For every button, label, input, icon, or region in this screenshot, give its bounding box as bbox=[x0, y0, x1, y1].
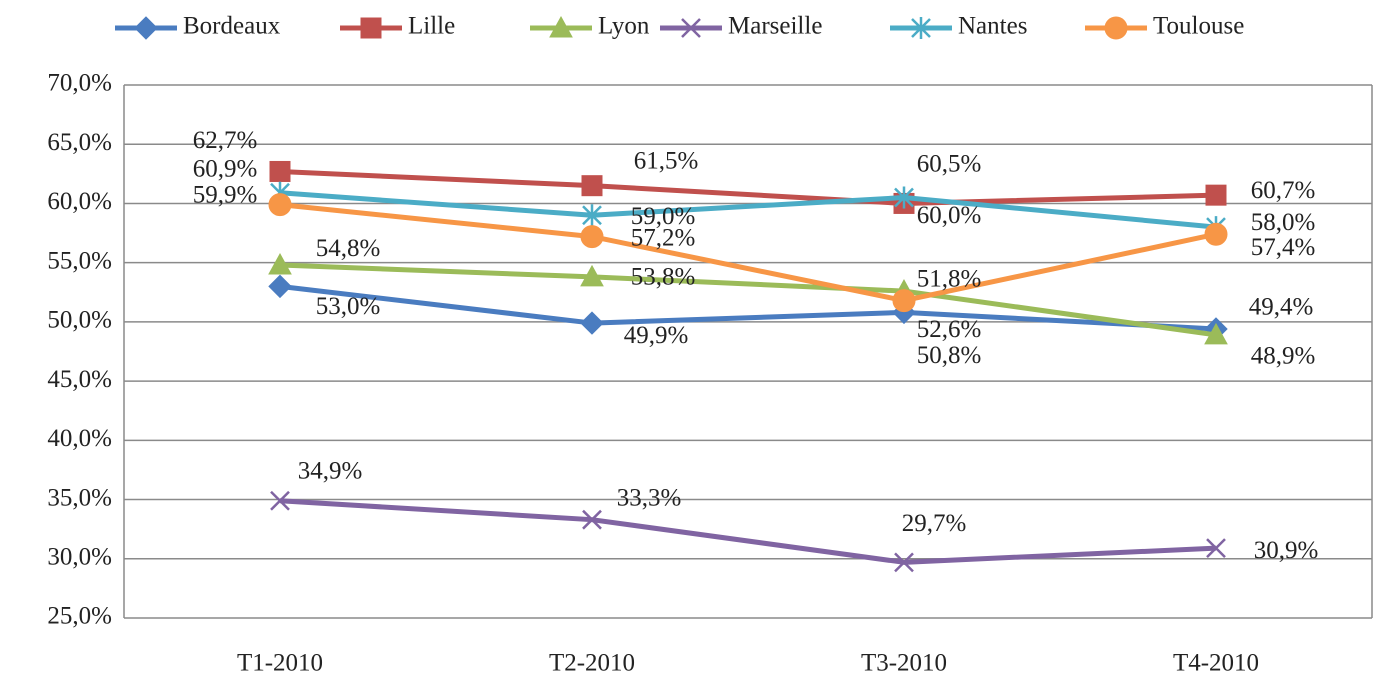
x-tick-label: T2-2010 bbox=[549, 650, 635, 677]
y-tick-label: 55,0% bbox=[47, 247, 112, 274]
series-line bbox=[279, 262, 1217, 338]
series bbox=[268, 252, 1228, 345]
data-label: 51,8% bbox=[917, 265, 982, 292]
series bbox=[268, 193, 1228, 313]
y-tick-label: 70,0% bbox=[47, 70, 112, 97]
x-tick-label: T1-2010 bbox=[237, 650, 323, 677]
marker bbox=[580, 264, 604, 287]
marker bbox=[894, 552, 914, 573]
data-label: 60,7% bbox=[1251, 177, 1316, 204]
series-line bbox=[279, 202, 1217, 304]
y-tick-label: 60,0% bbox=[47, 188, 112, 215]
data-label: 49,4% bbox=[1249, 294, 1314, 321]
legend-label: Toulouse bbox=[1153, 13, 1244, 40]
marker bbox=[580, 225, 604, 249]
marker bbox=[894, 186, 914, 209]
x-tick-label: T3-2010 bbox=[861, 650, 947, 677]
series-line bbox=[279, 283, 1217, 332]
series bbox=[270, 181, 1226, 239]
data-label: 59,0% bbox=[631, 203, 696, 230]
data-label: 60,9% bbox=[193, 156, 258, 183]
marker bbox=[269, 160, 291, 182]
legend-label: Bordeaux bbox=[183, 13, 281, 40]
legend-label: Nantes bbox=[958, 13, 1027, 40]
marker bbox=[681, 18, 701, 38]
data-label: 29,7% bbox=[902, 510, 967, 537]
series-line bbox=[279, 190, 1217, 230]
data-label: 57,2% bbox=[631, 224, 696, 251]
marker bbox=[268, 274, 292, 299]
series-line bbox=[279, 498, 1217, 565]
y-tick-label: 25,0% bbox=[47, 603, 112, 630]
data-label: 50,8% bbox=[917, 342, 982, 369]
series-line bbox=[279, 168, 1217, 206]
marker bbox=[1104, 16, 1128, 40]
y-tick-label: 65,0% bbox=[47, 129, 112, 156]
data-label: 59,9% bbox=[193, 181, 258, 208]
marker bbox=[580, 311, 604, 335]
x-tick-label: T4-2010 bbox=[1173, 650, 1259, 677]
marker bbox=[268, 193, 292, 217]
marker bbox=[360, 17, 382, 39]
marker bbox=[582, 509, 602, 530]
marker bbox=[268, 252, 292, 275]
data-label: 48,9% bbox=[1251, 343, 1316, 370]
data-label: 53,0% bbox=[316, 293, 381, 320]
marker bbox=[270, 490, 290, 511]
data-label: 62,7% bbox=[193, 127, 258, 154]
data-label: 60,5% bbox=[917, 150, 982, 177]
marker bbox=[911, 17, 931, 39]
y-tick-label: 35,0% bbox=[47, 484, 112, 511]
y-tick-label: 50,0% bbox=[47, 307, 112, 334]
data-label: 30,9% bbox=[1254, 537, 1319, 564]
y-tick-label: 40,0% bbox=[47, 425, 112, 452]
legend-label: Marseille bbox=[728, 13, 822, 40]
marker bbox=[1204, 222, 1228, 246]
series bbox=[270, 490, 1226, 573]
marker bbox=[892, 289, 916, 313]
y-tick-label: 45,0% bbox=[47, 366, 112, 393]
data-label: 33,3% bbox=[617, 484, 682, 511]
y-tick-label: 30,0% bbox=[47, 544, 112, 571]
data-label: 49,9% bbox=[624, 322, 689, 349]
legend-label: Lyon bbox=[598, 13, 650, 40]
legend-label: Lille bbox=[408, 13, 455, 40]
marker bbox=[1206, 538, 1226, 559]
data-label: 54,8% bbox=[316, 235, 381, 262]
data-label: 52,6% bbox=[917, 316, 982, 343]
data-label: 58,0% bbox=[1251, 209, 1316, 236]
data-label: 34,9% bbox=[298, 457, 363, 484]
marker bbox=[1204, 322, 1228, 345]
data-label: 57,4% bbox=[1251, 234, 1316, 261]
marker bbox=[1205, 184, 1227, 206]
data-label: 60,0% bbox=[917, 202, 982, 229]
data-label: 61,5% bbox=[634, 147, 699, 174]
marker bbox=[582, 204, 602, 227]
marker bbox=[549, 15, 573, 38]
marker bbox=[134, 16, 158, 40]
marker bbox=[581, 175, 603, 197]
series bbox=[268, 274, 1228, 341]
data-label: 53,8% bbox=[631, 264, 696, 291]
series bbox=[269, 160, 1227, 214]
